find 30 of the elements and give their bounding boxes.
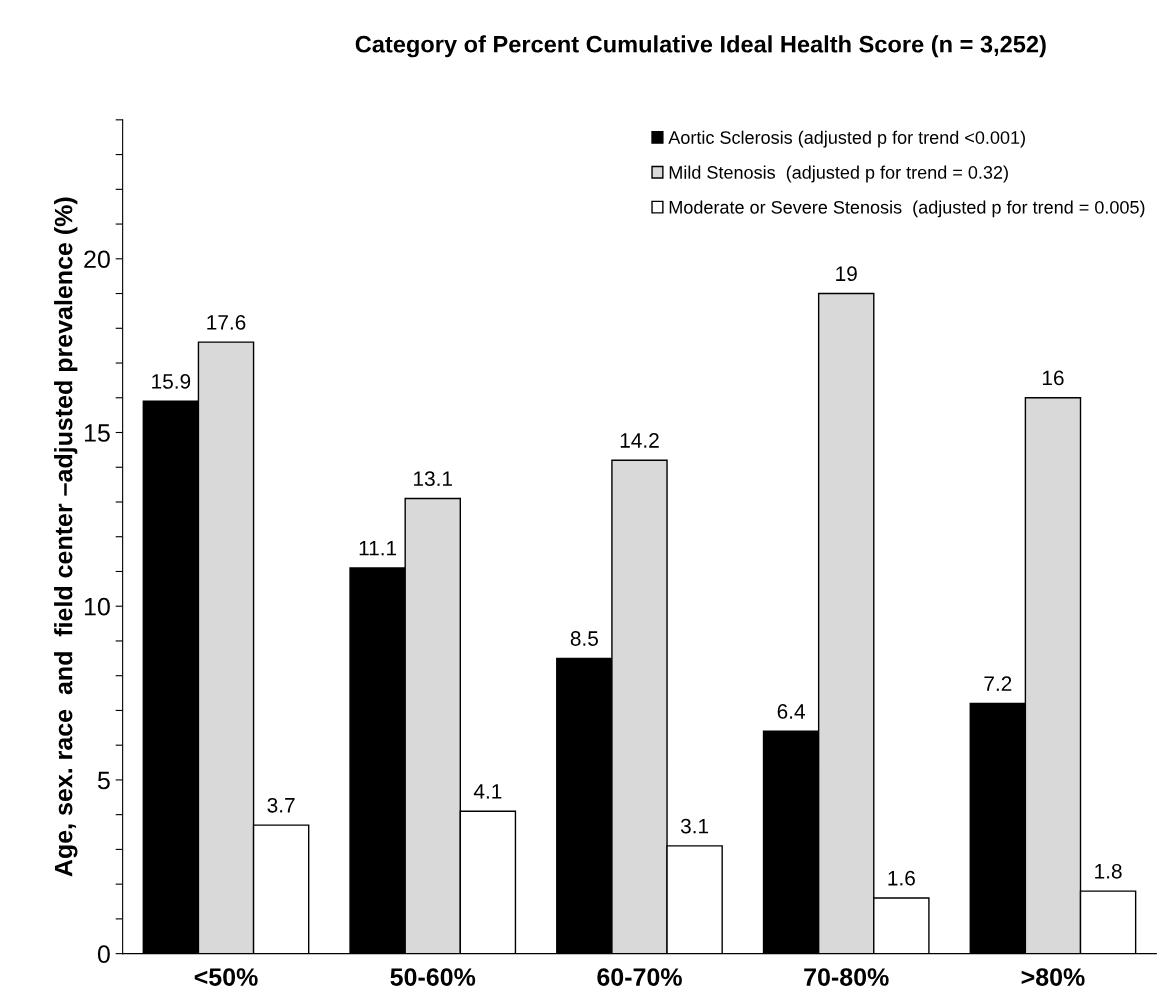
- data-label: 1.6: [888, 870, 915, 886]
- legend-label: Aortic Sclerosis (adjusted p for trend <0.001): [668, 130, 1025, 148]
- data-label: 14.2: [620, 433, 659, 448]
- y-tick-label: 20: [84, 250, 110, 269]
- data-label: 8.5: [570, 631, 598, 646]
- data-label: 1.8: [1095, 863, 1122, 879]
- data-label: 19: [836, 266, 857, 282]
- y-tick-label: 0: [97, 945, 110, 963]
- data-label: 3.7: [267, 797, 295, 813]
- data-label: 13.1: [414, 471, 452, 487]
- y-tick-label: 10: [84, 597, 110, 616]
- data-label: 17.6: [207, 314, 246, 330]
- x-tick-label: 50-60%: [390, 968, 476, 986]
- data-label: 4.1: [473, 784, 502, 799]
- chart-title: Category of Percent Cumulative Ideal Health Score (n = 3,252): [355, 35, 1046, 58]
- x-tick-label: <50%: [194, 968, 258, 986]
- y-tick-label: 15: [84, 424, 110, 442]
- data-label: 15.9: [152, 374, 191, 389]
- legend-label: Moderate or Severe Stenosis (adjusted p for trend = 0.005): [669, 200, 1145, 218]
- x-tick-label: >80%: [1021, 968, 1085, 986]
- data-label: 6.4: [777, 704, 805, 719]
- data-label: 3.1: [680, 818, 709, 834]
- x-tick-label: 70-80%: [804, 968, 889, 986]
- legend-label: Mild Stenosis (adjusted p for trend = 0.32): [669, 165, 1008, 183]
- x-tick-label: 60-70%: [597, 968, 682, 986]
- data-label: 16: [1042, 370, 1064, 386]
- data-label: 11.1: [359, 541, 397, 556]
- y-axis-title: Age, sex. race and field center –adjusted prevalence (%): [54, 197, 78, 877]
- data-label: 7.2: [984, 676, 1012, 691]
- y-tick-label: 5: [97, 771, 110, 790]
